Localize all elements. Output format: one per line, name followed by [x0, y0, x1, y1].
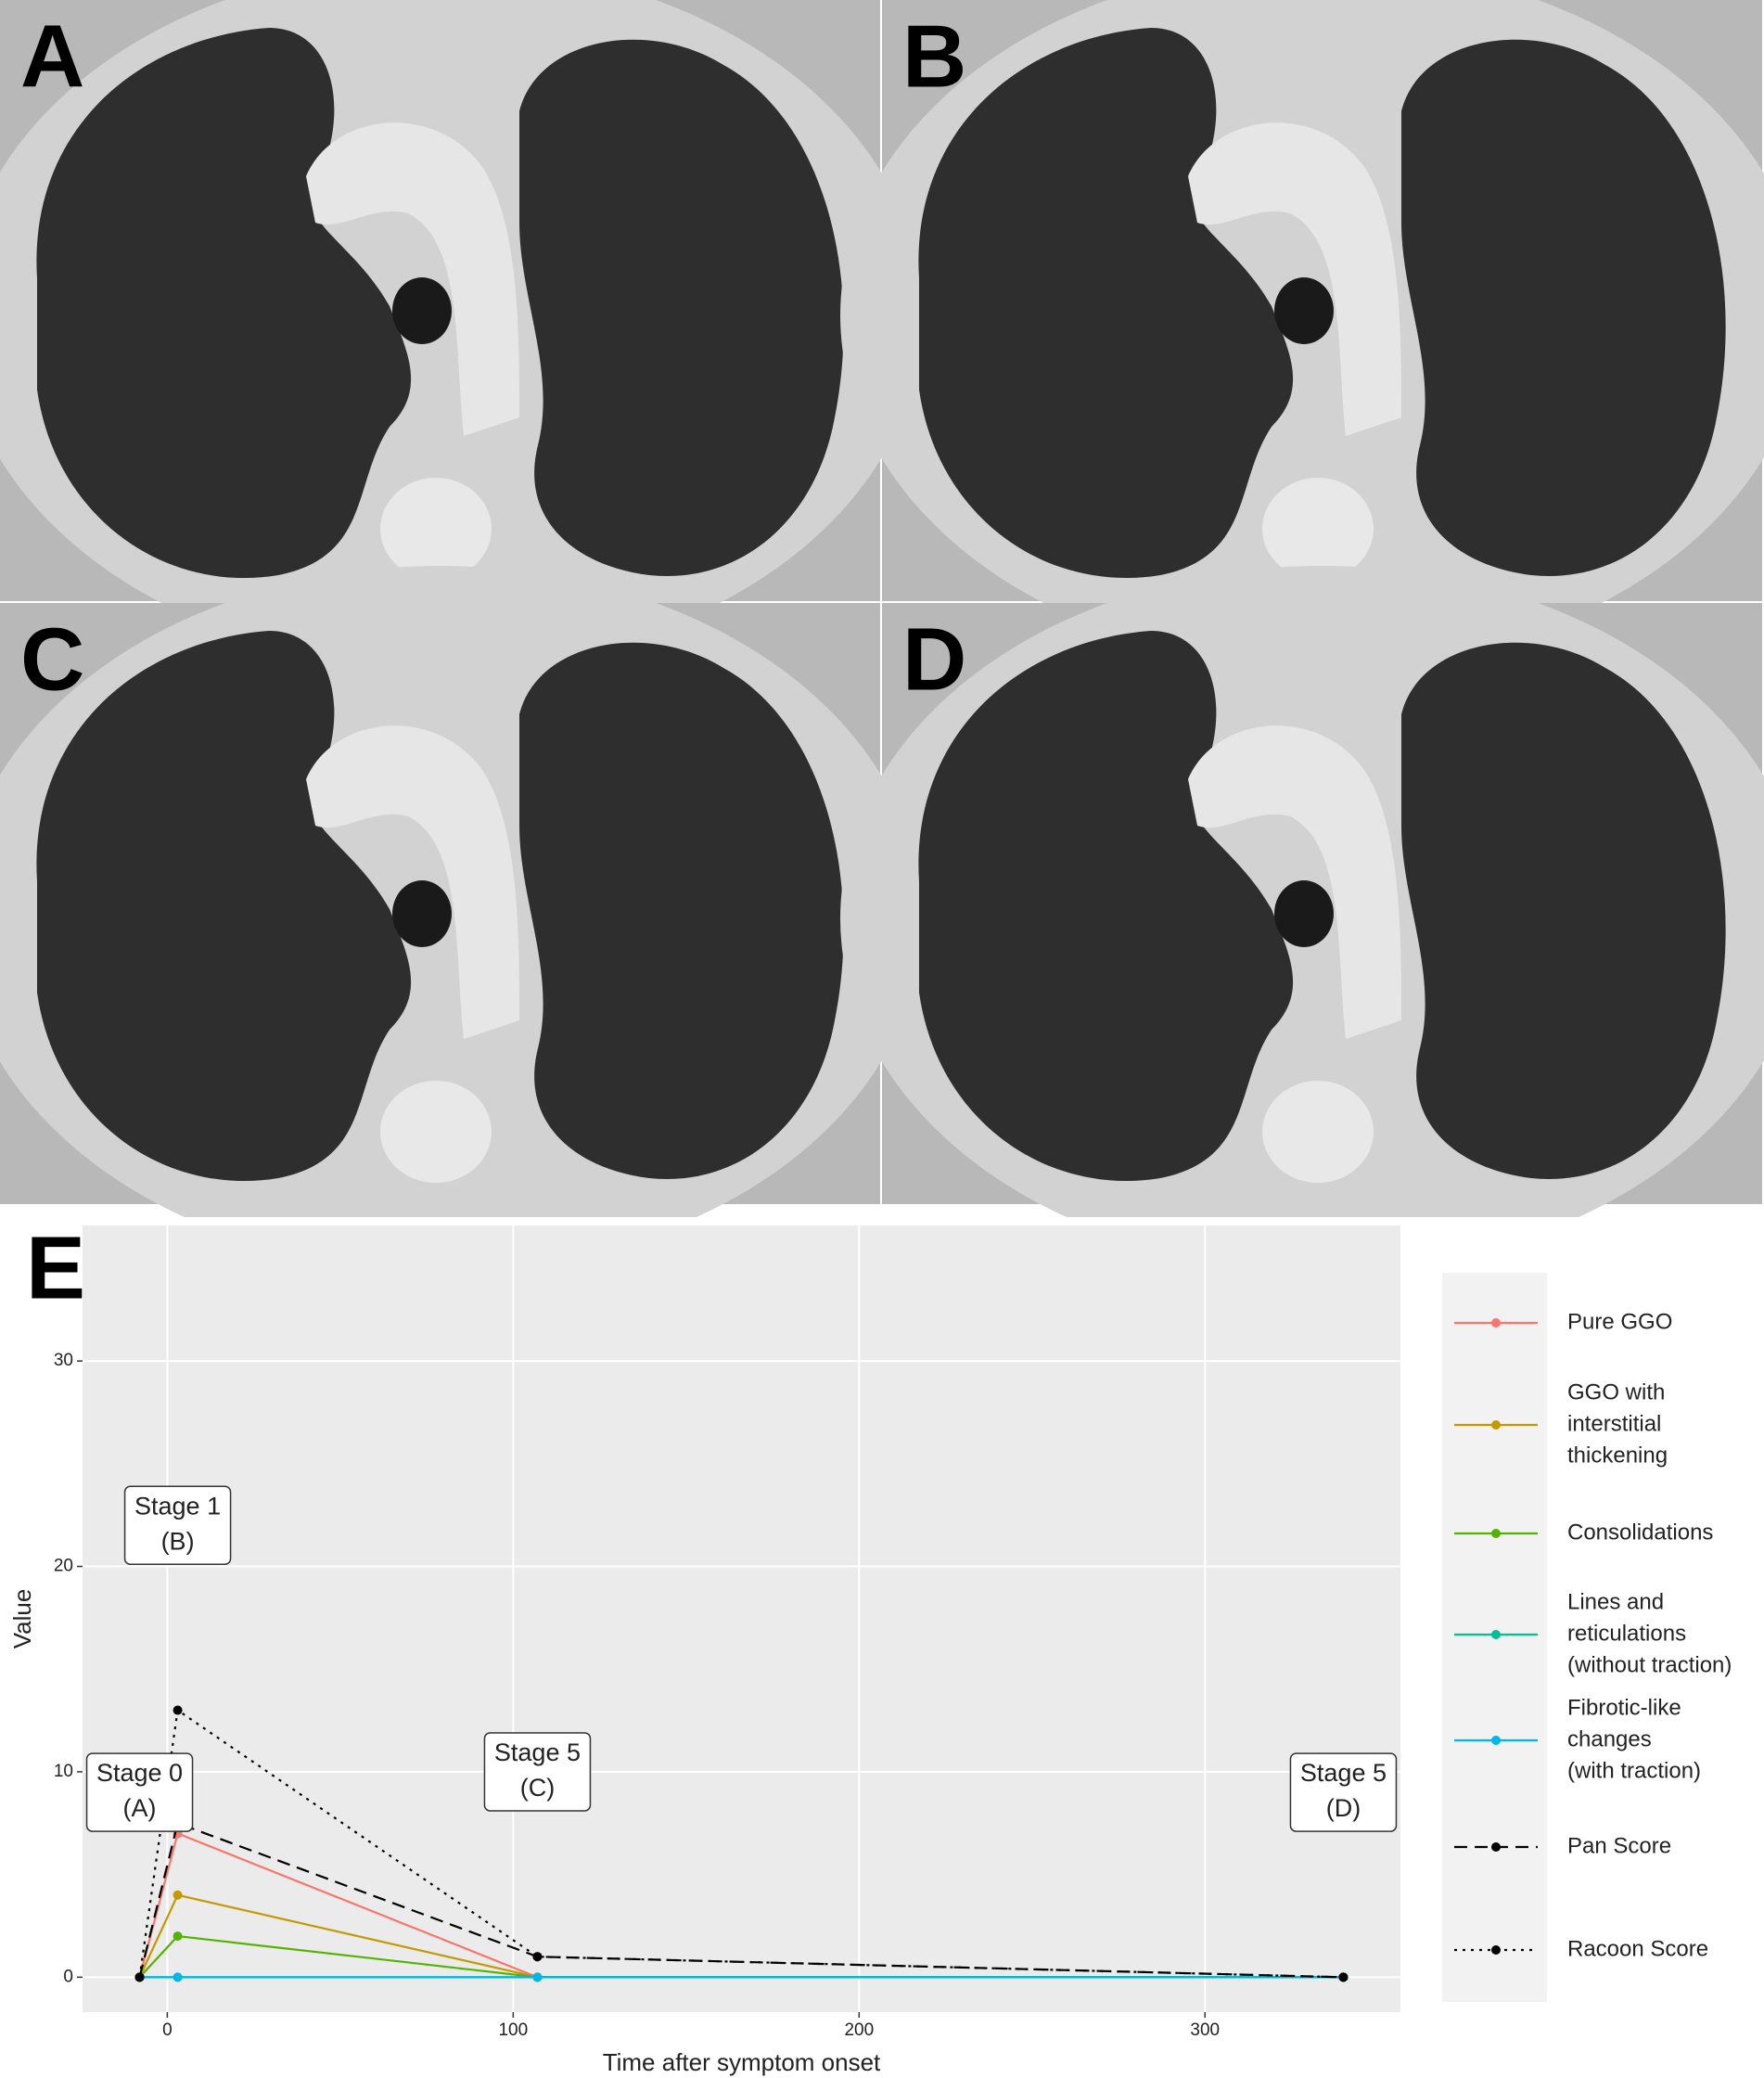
legend-key-point — [1491, 1318, 1501, 1328]
legend-label: (with traction) — [1567, 1758, 1701, 1783]
legend-key-point — [1491, 1529, 1501, 1538]
data-point — [1338, 1972, 1349, 1982]
x-tick-label: 100 — [498, 2020, 528, 2040]
x-tick-label: 200 — [844, 2020, 874, 2040]
panel-label: A — [20, 6, 84, 106]
data-point — [532, 1972, 543, 1982]
left-lung — [1401, 39, 1726, 576]
aorta — [1188, 725, 1401, 1039]
legend-label: reticulations — [1567, 1621, 1686, 1646]
legend-label: thickening — [1567, 1443, 1668, 1468]
data-point — [173, 1890, 183, 1900]
aorta — [306, 122, 519, 437]
legend-label: GGO with — [1567, 1379, 1665, 1405]
annotation-text: Stage 1 — [134, 1492, 221, 1520]
legend-label: Lines and — [1567, 1589, 1664, 1614]
trachea — [1274, 277, 1334, 344]
panel-label: D — [902, 609, 966, 709]
legend-label: changes — [1567, 1726, 1652, 1751]
legend-key-point — [1491, 1842, 1501, 1852]
legend-key-point — [1491, 1630, 1501, 1639]
legend-key-point — [1491, 1420, 1501, 1430]
legend-label: Pan Score — [1567, 1833, 1671, 1858]
y-tick-label: 10 — [54, 1762, 73, 1781]
aorta — [306, 725, 519, 1039]
legend-key-point — [1491, 1945, 1501, 1955]
data-point — [134, 1972, 145, 1982]
ct-panel: A — [0, 0, 923, 668]
annotation-box — [123, 1485, 232, 1566]
legend-label: (without traction) — [1567, 1652, 1732, 1677]
trachea — [392, 880, 452, 947]
annotation-box — [483, 1732, 592, 1812]
x-tick-label: 0 — [162, 2020, 173, 2040]
data-point — [532, 1952, 543, 1962]
ct-panel: B — [840, 0, 1764, 668]
series-line — [138, 1821, 1344, 1979]
legend-label: Fibrotic-like — [1567, 1695, 1681, 1720]
legend-label: Racoon Score — [1567, 1936, 1708, 1961]
panel-label: E — [26, 1218, 85, 1317]
y-tick-label: 0 — [63, 1967, 73, 1986]
x-tick-label: 300 — [1190, 2020, 1220, 2040]
y-axis-title: Value — [8, 1589, 36, 1649]
left-lung — [1401, 642, 1726, 1179]
aorta — [1188, 122, 1401, 437]
plot-background — [83, 1225, 1400, 2012]
panel-label: C — [20, 609, 84, 709]
annotation-text: (D) — [1326, 1794, 1361, 1822]
annotation-box — [1289, 1752, 1398, 1832]
annotation-text: Stage 0 — [96, 1759, 183, 1787]
data-point — [173, 1931, 183, 1942]
trachea — [392, 277, 452, 344]
x-axis-title: Time after symptom onset — [603, 2048, 881, 2076]
spine — [1262, 1081, 1374, 1183]
spine — [1262, 478, 1374, 580]
series-line — [138, 1708, 1344, 1979]
legend-label: Consolidations — [1567, 1520, 1713, 1545]
left-lung — [519, 39, 844, 576]
panel-label: B — [902, 6, 966, 106]
annotation-text: Stage 5 — [494, 1738, 581, 1766]
spine — [380, 1081, 492, 1183]
legend-label: Pure GGO — [1567, 1309, 1672, 1334]
data-point — [173, 1972, 183, 1982]
ct-panel: C — [0, 566, 923, 1271]
y-tick-label: 30 — [54, 1351, 73, 1370]
legend-label: interstitial — [1567, 1411, 1661, 1436]
annotation-text: (A) — [123, 1794, 157, 1822]
annotation-box — [85, 1752, 194, 1832]
spine — [380, 478, 492, 580]
data-point — [173, 1705, 183, 1715]
annotation-text: Stage 5 — [1300, 1759, 1387, 1787]
legend-key-point — [1491, 1736, 1501, 1745]
y-tick-label: 20 — [54, 1557, 73, 1576]
trachea — [1274, 880, 1334, 947]
left-lung — [519, 642, 844, 1179]
annotation-text: (C) — [520, 1774, 555, 1802]
annotation-text: (B) — [161, 1527, 195, 1555]
ct-panel: D — [840, 566, 1764, 1271]
